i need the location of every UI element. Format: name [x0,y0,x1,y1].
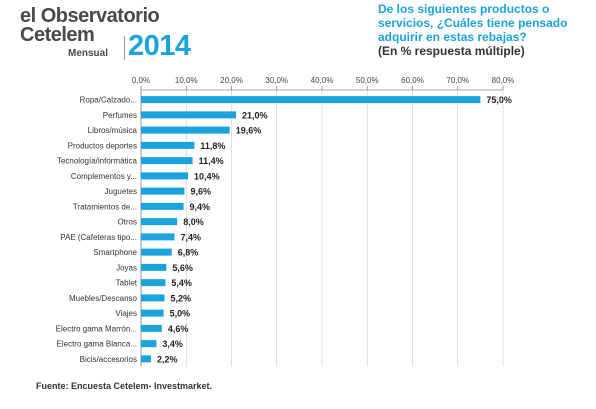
data-label: 10,4% [194,171,220,181]
bar [141,202,184,210]
bar [141,294,165,302]
question-subtitle: (En % respuesta múltiple) [378,44,525,58]
data-label: 9,6% [190,187,211,197]
data-label: 7,4% [180,232,201,242]
category-label: Smartphone [93,248,137,257]
chart-question: De los siguientes productos o servicios,… [378,2,593,58]
data-label: 4,6% [168,324,189,334]
bar [141,172,189,180]
bar [141,96,481,104]
bar [141,126,230,134]
category-label: Tecnología/informática [57,157,138,166]
x-tick-label: 10,0% [175,76,198,85]
data-label: 8,0% [183,217,204,227]
data-label: 5,4% [171,278,192,288]
category-label: PAE (Cafeteras tipo... [60,233,137,242]
x-tick-label: 80,0% [492,76,515,85]
bar [141,233,175,241]
bar [141,324,162,332]
bar [141,111,237,119]
category-label: Muebles/Descanso [69,294,138,303]
bar [141,218,178,226]
data-label: 2,2% [157,354,178,364]
bar [141,355,151,363]
data-label: 6,8% [178,248,199,258]
data-label: 11,8% [200,141,225,151]
category-label: Ropa/Calzado... [80,96,137,105]
category-label: Tratamientos de... [73,202,137,211]
logo-separator [124,36,125,60]
category-label: Electro gama Blanca... [57,340,137,349]
category-label: Joyas [116,263,137,272]
x-tick-label: 30,0% [265,76,288,85]
x-tick-label: 60,0% [401,76,424,85]
x-tick-label: 50,0% [356,76,379,85]
category-label: Electro gama Marrón... [56,324,137,333]
data-label: 5,0% [170,309,191,319]
bar [141,141,195,149]
logo-year: 2014 [128,30,191,62]
category-label: Productos deportes [68,141,137,150]
data-label: 5,2% [171,293,192,303]
data-label: 21,0% [242,110,268,120]
category-label: Otros [117,218,137,227]
bar [141,279,166,287]
bar-chart: 0,0% 10,0% 20,0% 30,0% 40,0% 50,0% 60,0% 70,0% 8… [56,76,515,367]
data-label: 19,6% [236,126,262,136]
category-label: Complementos y... [71,172,137,181]
logo-edition: Mensual [68,48,109,59]
bar [141,263,167,271]
x-tick-label: 20,0% [220,76,243,85]
data-label: 75,0% [486,95,512,105]
data-label: 3,4% [162,339,183,349]
bar [141,187,185,195]
question-text: De los siguientes productos o servicios,… [378,2,568,44]
x-tick-label: 0,0% [132,76,150,85]
data-label: 11,4% [199,156,224,166]
category-label: Bicis/accesorios [80,355,137,364]
data-label: 5,6% [172,263,193,273]
logo-title-line2: Cetelem [20,24,95,46]
data-label: 9,4% [190,202,211,212]
category-label: Juguetes [105,187,137,196]
bar [141,157,193,165]
category-label: Perfumes [103,111,137,120]
bar [141,248,172,256]
x-tick-label: 70,0% [446,76,469,85]
logo-title-line1: el Observatorio [20,5,160,27]
logo: el Observatorio Cetelem Mensual 2014 [20,6,220,62]
bar [141,340,157,348]
category-label: Tablet [116,279,138,288]
source-note: Fuente: Encuesta Cetelem- Investmarket. [36,381,213,391]
bar [141,309,164,317]
category-label: Viajes [115,309,137,318]
category-label: Libros/música [88,126,138,135]
x-tick-label: 40,0% [311,76,334,85]
